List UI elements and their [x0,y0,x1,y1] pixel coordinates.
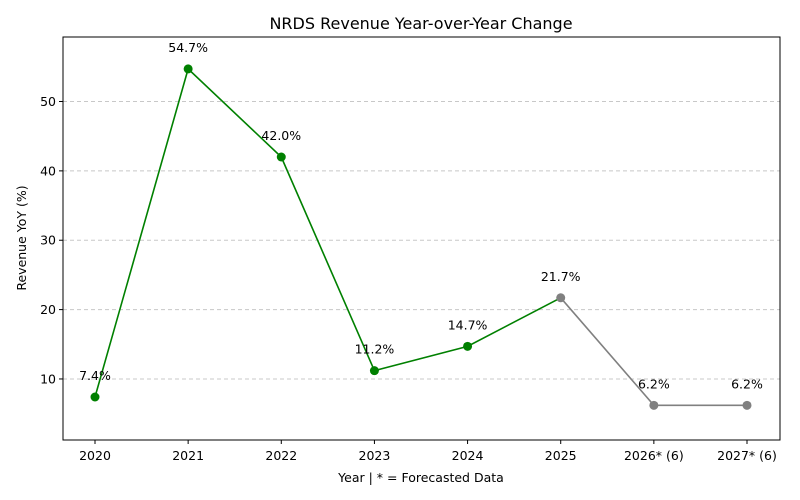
data-point [556,293,566,303]
actual-series-line [94,67,562,398]
y-tick-label: 50 [40,94,56,109]
data-label: 54.7% [168,40,208,55]
y-axis: 10 20 30 40 50 [40,94,63,386]
y-tick-label: 20 [40,302,56,317]
data-point [649,400,659,410]
x-tick-label: 2025 [545,448,577,463]
x-tick-label: 2021 [172,448,204,463]
y-tick-label: 10 [40,371,56,386]
x-axis: 2020 2021 2022 2023 2024 2025 2026* (6) 2027* (… [79,440,777,463]
data-point [463,341,473,351]
data-label: 21.7% [541,269,581,284]
y-tick-label: 40 [40,163,56,178]
plot-frame [62,36,781,441]
y-tick-label: 30 [40,233,56,248]
data-label: 6.2% [638,376,670,391]
x-tick-label: 2027* (6) [717,448,777,463]
data-point [369,366,379,376]
grid-lines [63,101,780,380]
x-tick-label: 2026* (6) [624,448,684,463]
x-tick-label: 2020 [79,448,111,463]
x-axis-label: Year | * = Forecasted Data [337,470,504,485]
data-label: 14.7% [448,317,488,332]
data-point [276,152,286,162]
data-label: 7.4% [79,368,111,383]
y-axis-label: Revenue YoY (%) [14,185,29,290]
data-label: 6.2% [731,376,763,391]
data-point [183,64,193,74]
data-label: 42.0% [261,128,301,143]
data-labels: 7.4% 54.7% 42.0% 11.2% 14.7% 21.7% 6.2% 6.2% [79,40,763,391]
data-point [90,392,100,402]
x-tick-label: 2022 [265,448,297,463]
chart-title: NRDS Revenue Year-over-Year Change [269,14,572,33]
x-tick-label: 2024 [452,448,484,463]
x-tick-label: 2023 [359,448,391,463]
data-label: 11.2% [355,342,395,357]
series-lines [94,67,747,407]
data-point [742,400,752,410]
data-points [90,64,752,410]
